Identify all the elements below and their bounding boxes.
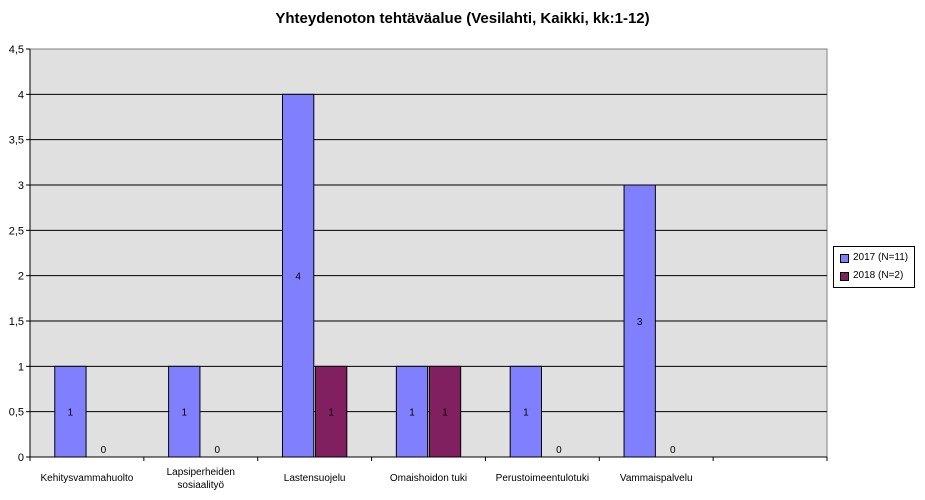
data-label: 1 [523, 408, 529, 419]
y-tick-label: 3 [18, 180, 24, 192]
bar [428, 365, 462, 458]
bar [509, 365, 543, 458]
legend-label: 2018 (N=2) [853, 270, 904, 281]
data-label: 0 [101, 445, 107, 456]
x-tick-label: Perustoimeentulotuki [496, 473, 589, 484]
y-tick-label: 1 [18, 361, 24, 373]
x-tick-label: Vammaispalvelu [620, 473, 693, 484]
bar [314, 365, 348, 458]
y-tick-label: 0 [18, 452, 24, 464]
bar [395, 365, 429, 458]
data-label: 1 [328, 408, 334, 419]
legend: 2017 (N=11) 2018 (N=2) [833, 246, 915, 288]
legend-swatch-2017 [840, 253, 849, 263]
data-label: 1 [68, 408, 74, 419]
data-label: 3 [637, 317, 643, 328]
y-tick-label: 1,5 [9, 316, 24, 328]
data-label: 1 [442, 408, 448, 419]
plot-area [29, 48, 828, 458]
x-tick-label: sosiaalityö [177, 480, 224, 491]
x-tick-label: Lapsiperheiden [167, 467, 235, 478]
y-tick-label: 0,5 [9, 407, 24, 419]
data-label: 1 [181, 408, 187, 419]
bar [623, 184, 656, 458]
data-label: 1 [409, 408, 415, 419]
data-label: 0 [670, 445, 676, 456]
y-tick-label: 4 [18, 89, 24, 101]
y-tick-label: 3,5 [9, 135, 24, 147]
data-label: 4 [295, 272, 301, 283]
bar [168, 365, 201, 458]
y-tick-label: 2 [18, 271, 24, 283]
legend-label: 2017 (N=11) [853, 252, 909, 263]
legend-swatch-2018 [840, 271, 849, 281]
legend-item: 2018 (N=2) [840, 269, 903, 283]
data-label: 0 [215, 445, 221, 456]
data-label: 0 [556, 445, 562, 456]
bar [54, 365, 87, 458]
x-tick-label: Lastensuojelu [284, 473, 346, 484]
x-tick-label: Kehitysvammahuolto [41, 473, 134, 484]
x-tick-label: Omaishoidon tuki [390, 473, 467, 484]
bar [281, 93, 315, 458]
chart-title: Yhteydenoton tehtäväalue (Vesilahti, Kai… [275, 10, 650, 27]
y-tick-label: 2,5 [9, 225, 24, 237]
y-tick-label: 4,5 [9, 44, 24, 56]
legend-item: 2017 (N=11) [840, 251, 908, 265]
